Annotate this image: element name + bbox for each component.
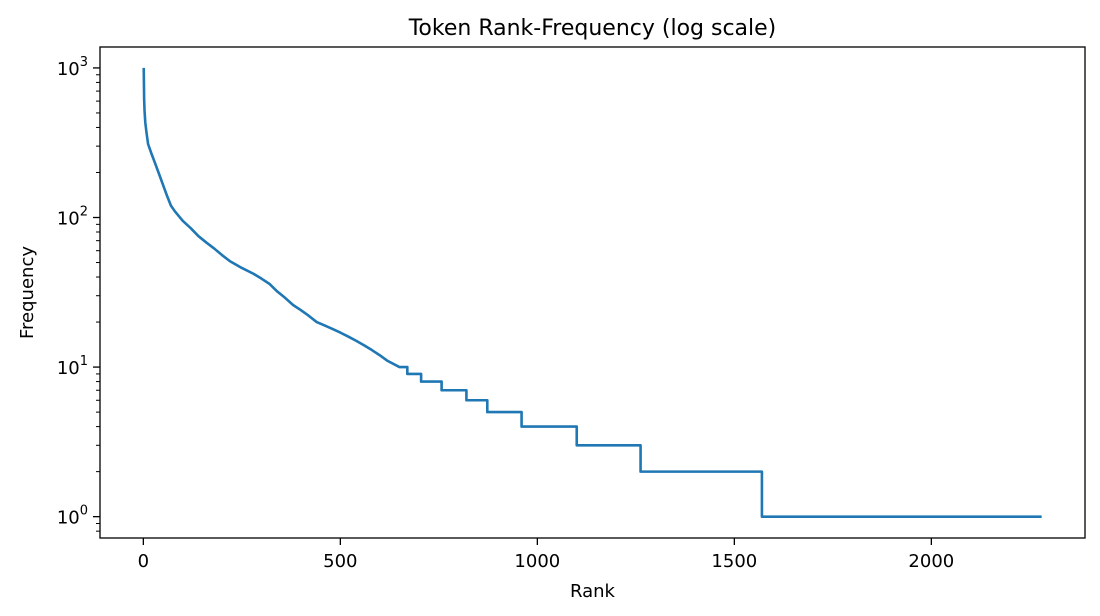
x-axis-ticks: 0 500 1000 1500 2000 <box>138 538 954 572</box>
y-axis-ticks: 100 101 102 103 <box>57 55 100 532</box>
chart-title: Token Rank-Frequency (log scale) <box>408 16 777 41</box>
x-tick-label: 2000 <box>908 551 954 572</box>
x-tick-label: 0 <box>138 551 149 572</box>
y-tick-label: 101 <box>57 354 88 379</box>
x-tick-label: 1500 <box>711 551 757 572</box>
series-line <box>142 67 1042 518</box>
y-axis-label: Frequency <box>17 246 38 339</box>
x-tick-label: 1000 <box>514 551 560 572</box>
y-tick-label: 103 <box>57 55 88 80</box>
y-tick-label: 102 <box>57 205 88 230</box>
plot-frame <box>99 46 1086 539</box>
x-axis-label: Rank <box>570 581 616 602</box>
x-tick-label: 500 <box>323 551 357 572</box>
y-tick-label: 100 <box>57 504 88 529</box>
